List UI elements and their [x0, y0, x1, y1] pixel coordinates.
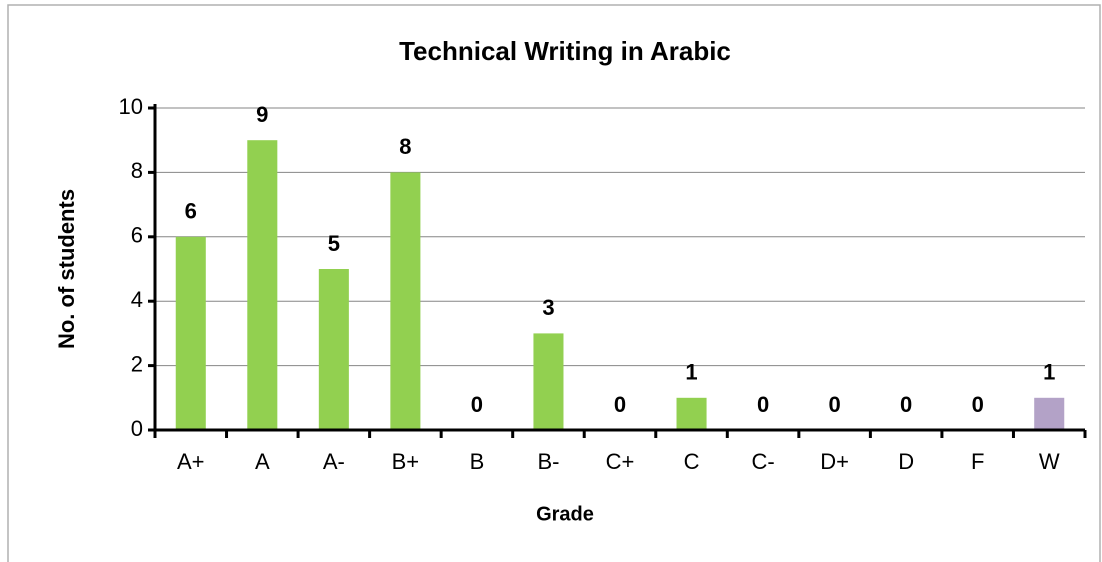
x-tick-label: W — [1039, 449, 1060, 474]
data-label: 1 — [1043, 360, 1055, 385]
data-label: 3 — [542, 295, 554, 320]
data-label: 6 — [185, 199, 197, 224]
y-tick-label: 0 — [131, 416, 143, 441]
data-label: 0 — [900, 392, 912, 417]
x-tick-label: A- — [323, 449, 345, 474]
bar — [1034, 397, 1065, 430]
x-tick-label: B+ — [392, 449, 420, 474]
x-axis-label: Grade — [536, 503, 594, 525]
data-label: 9 — [256, 102, 268, 127]
x-tick-label: D — [898, 449, 914, 474]
bar — [676, 397, 707, 430]
x-tick-label: A — [255, 449, 270, 474]
y-tick-label: 10 — [119, 94, 143, 119]
x-tick-label: D+ — [820, 449, 849, 474]
y-tick-label: 8 — [131, 158, 143, 183]
bar — [247, 140, 278, 430]
bar — [318, 269, 349, 430]
bar — [390, 172, 421, 430]
data-label: 0 — [471, 392, 483, 417]
x-tick-label: C — [684, 449, 700, 474]
x-tick-label: F — [971, 449, 984, 474]
y-tick-label: 2 — [131, 351, 143, 376]
data-label: 8 — [399, 134, 411, 159]
chart-frame — [7, 4, 1101, 562]
y-tick-label: 6 — [131, 223, 143, 248]
data-label: 0 — [972, 392, 984, 417]
data-label: 0 — [757, 392, 769, 417]
chart-title: Technical Writing in Arabic — [399, 36, 731, 66]
data-label: 0 — [614, 392, 626, 417]
y-tick-label: 4 — [131, 287, 143, 312]
x-tick-label: C- — [751, 449, 774, 474]
x-tick-label: B- — [537, 449, 559, 474]
bar — [175, 236, 206, 430]
x-tick-label: A+ — [177, 449, 205, 474]
data-label: 1 — [685, 360, 697, 385]
data-label: 5 — [328, 231, 340, 256]
y-axis-label: No. of students — [54, 189, 79, 349]
x-tick-label: C+ — [606, 449, 635, 474]
bar — [533, 333, 564, 430]
data-label: 0 — [828, 392, 840, 417]
x-tick-label: B — [470, 449, 485, 474]
